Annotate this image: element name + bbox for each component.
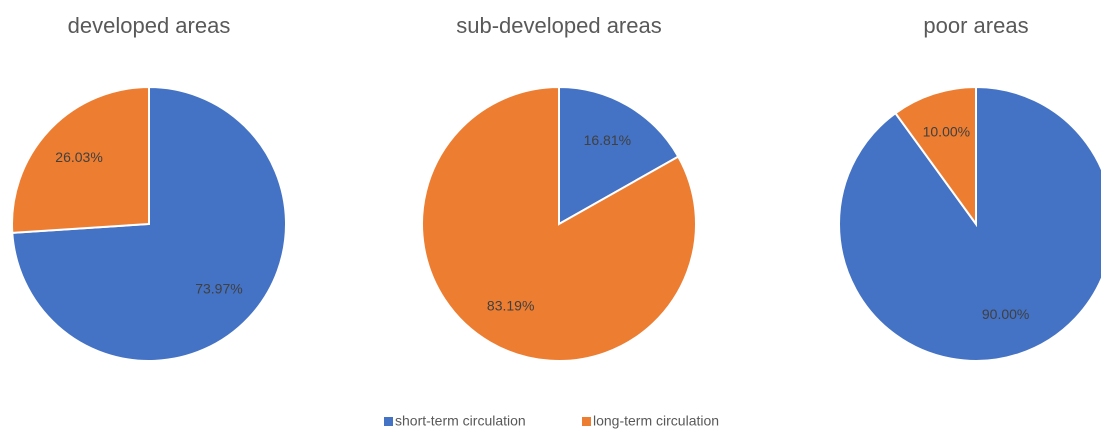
data-label: 16.81% — [584, 132, 631, 148]
data-label: 26.03% — [55, 149, 102, 165]
pie-slice — [838, 85, 1101, 362]
legend-swatch — [582, 417, 591, 426]
data-label: 83.19% — [487, 298, 534, 314]
chart-title: developed areas — [68, 13, 231, 38]
pie-slice — [11, 85, 150, 234]
chart-title: poor areas — [923, 13, 1028, 38]
data-label: 73.97% — [195, 280, 242, 296]
pie-slice — [558, 85, 680, 226]
data-label: 90.00% — [982, 306, 1029, 322]
legend-label: short-term circulation — [395, 413, 526, 429]
legend-label: long-term circulation — [593, 413, 719, 429]
chart-title: sub-developed areas — [456, 13, 661, 38]
pie-slice — [421, 85, 697, 362]
legend-swatch — [384, 417, 393, 426]
data-label: 10.00% — [923, 123, 970, 139]
pie-slice — [894, 85, 977, 228]
